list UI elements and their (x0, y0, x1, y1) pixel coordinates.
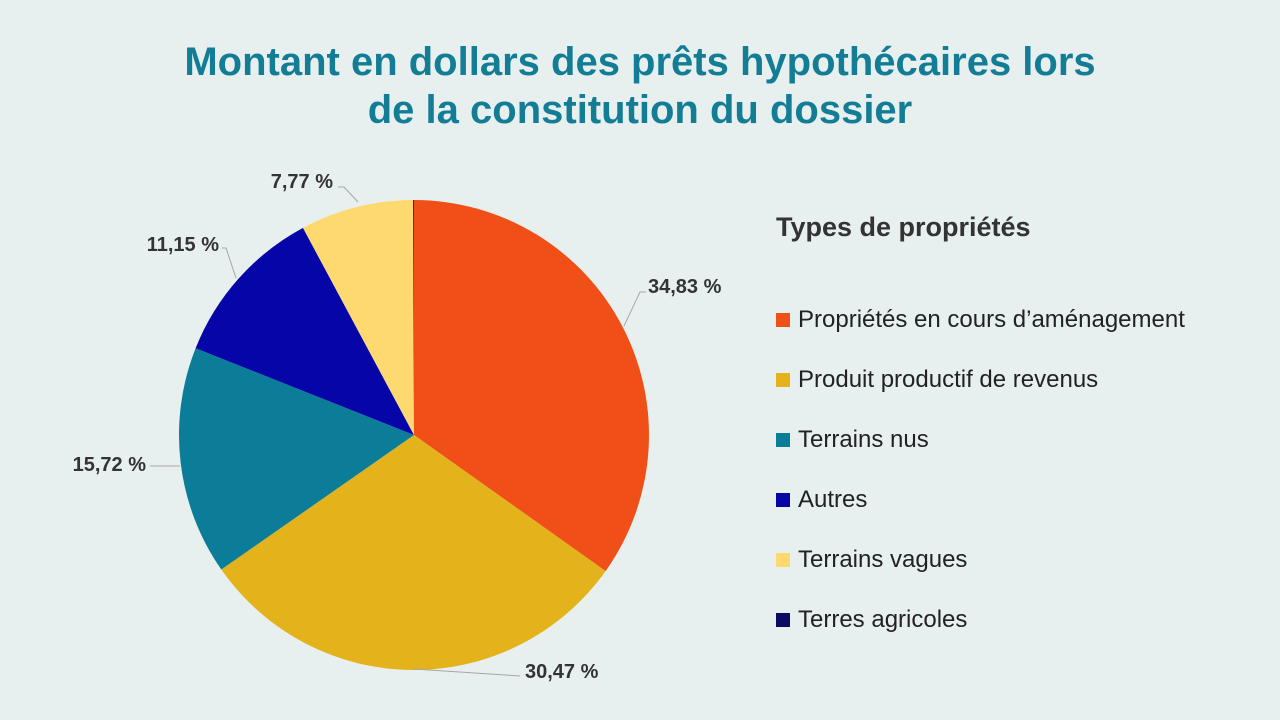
data-label: 15,72 % (73, 454, 147, 476)
legend-swatch (776, 433, 790, 447)
legend-label: Terres agricoles (798, 606, 968, 633)
pie-slice (178, 348, 414, 570)
data-labels: 34,83 % 30,47 % 15,72 % 11,15 % 7,77 % (73, 171, 722, 683)
legend-swatch (776, 493, 790, 507)
data-label: 34,83 % (648, 276, 722, 298)
legend: Propriétés en cours d’aménagement Produi… (776, 290, 1185, 650)
data-label: 11,15 % (147, 234, 220, 256)
pie-slices (178, 199, 649, 670)
pie-slice (413, 199, 414, 435)
legend-item: Terres agricoles (776, 590, 1185, 650)
leader-line (623, 291, 646, 327)
data-label: 30,47 % (525, 661, 599, 683)
chart-title-line-2: de la constitution du dossier (367, 88, 913, 132)
leader-line (338, 186, 359, 203)
data-label: 7,77 % (271, 171, 333, 193)
legend-item: Propriétés en cours d’aménagement (776, 290, 1185, 350)
legend-label: Autres (798, 486, 868, 513)
chart-title-line-1: Montant en dollars des prêts hypothécair… (184, 40, 1096, 84)
legend-item: Autres (776, 470, 1185, 530)
legend-swatch (776, 613, 790, 627)
leader-line (413, 668, 521, 677)
legend-label: Produit productif de revenus (798, 366, 1099, 393)
pie-slice (195, 227, 414, 435)
legend-item: Produit productif de revenus (776, 350, 1185, 410)
leader-line (222, 247, 237, 279)
legend-swatch (776, 373, 790, 387)
chart-title: Montant en dollars des prêts hypothécair… (0, 38, 1280, 134)
leader-lines (150, 186, 646, 677)
legend-label: Terrains vagues (798, 546, 968, 573)
pie-slice (414, 200, 649, 572)
legend-item: Terrains vagues (776, 530, 1185, 590)
legend-label: Propriétés en cours d’aménagement (798, 306, 1185, 333)
legend-title: Types de propriétés (776, 212, 1031, 242)
legend-swatch (776, 313, 790, 327)
legend-swatch (776, 553, 790, 567)
pie-slice (302, 200, 414, 435)
legend-item: Terrains nus (776, 410, 1185, 470)
pie-slice (221, 435, 606, 670)
legend-label: Terrains nus (798, 426, 929, 453)
